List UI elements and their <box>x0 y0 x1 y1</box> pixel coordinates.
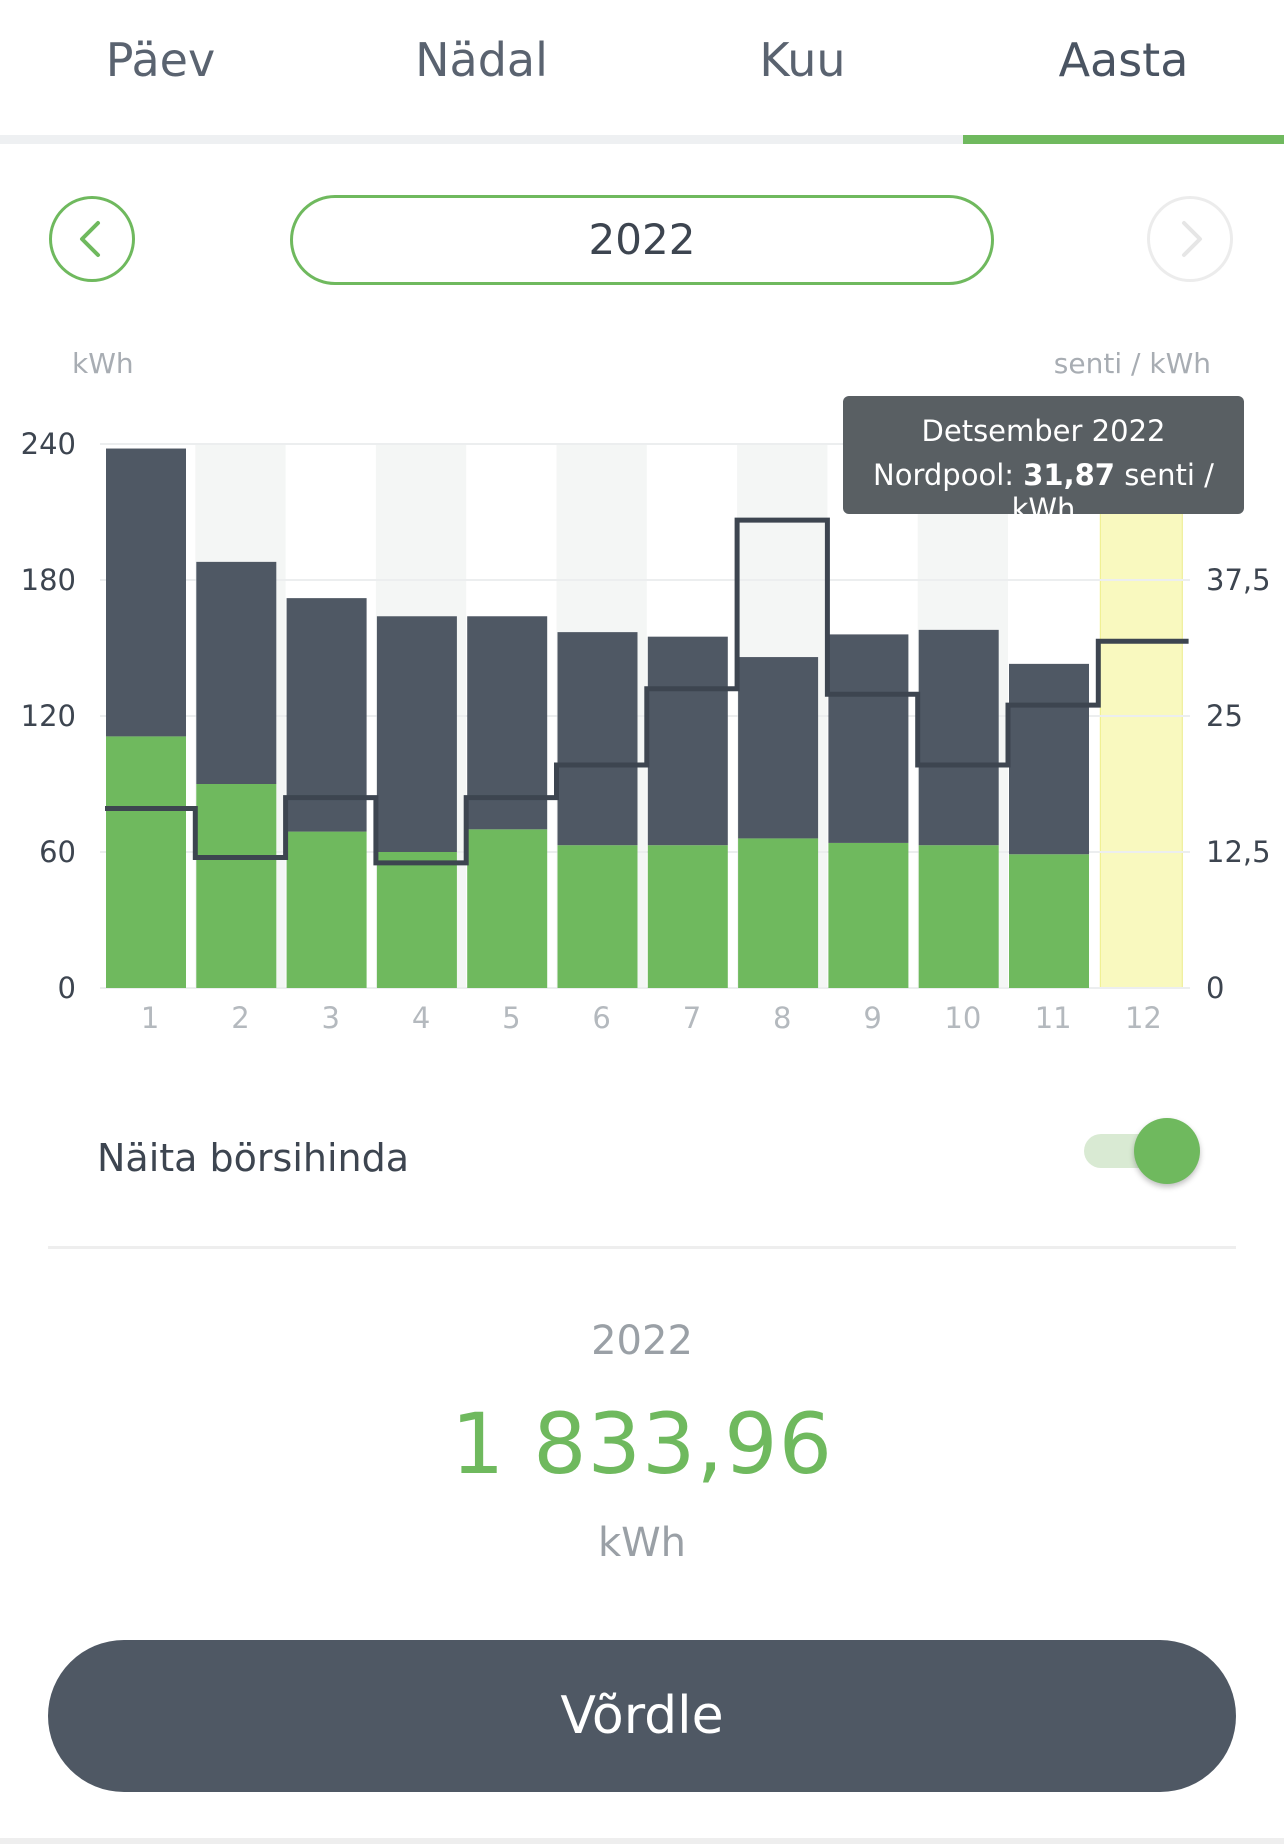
tab-track <box>0 135 1284 144</box>
bar-dark <box>106 448 186 737</box>
toggle-knob <box>1134 1118 1200 1184</box>
tab-active-indicator <box>963 135 1284 144</box>
bar-dark <box>557 632 638 846</box>
chevron-right-icon <box>1182 221 1202 257</box>
bar-dark <box>738 657 819 839</box>
compare-button[interactable]: Võrdle <box>48 1640 1236 1792</box>
tooltip-value: 31,87 <box>1023 458 1115 492</box>
bar-dark <box>918 629 999 846</box>
bar-dark <box>286 598 367 832</box>
x-tick-label: 8 <box>773 1001 791 1035</box>
x-tick-label: 5 <box>502 1001 520 1035</box>
bar-green <box>196 784 277 988</box>
previous-period-button[interactable] <box>49 196 135 282</box>
x-tick-label: 4 <box>412 1001 430 1035</box>
chevron-left-icon <box>80 221 100 257</box>
bar-dark <box>828 634 909 843</box>
bar-green <box>557 845 638 988</box>
show-price-label: Näita börsihinda <box>97 1136 410 1180</box>
right-axis-label: senti / kWh <box>1054 347 1211 380</box>
tab-year[interactable]: Aasta <box>1058 33 1189 87</box>
bar-green <box>286 831 367 988</box>
bar-dark <box>196 561 277 784</box>
period-selector[interactable]: 2022 <box>290 195 994 285</box>
bar-dark <box>467 616 548 830</box>
right-tick-label: 12,5 <box>1206 835 1271 869</box>
tab-week[interactable]: Nädal <box>415 33 548 87</box>
x-tick-label: 10 <box>944 1001 981 1035</box>
right-tick-label: 0 <box>1206 971 1224 1005</box>
tooltip-unit: senti / kWh <box>1011 458 1214 526</box>
summary-unit: kWh <box>597 1520 687 1566</box>
tooltip-title: Detsember 2022 <box>921 414 1166 448</box>
next-period-button[interactable] <box>1147 196 1233 282</box>
chart-tooltip: Detsember 2022 Nordpool: 31,87 senti / k… <box>843 396 1244 526</box>
bottom-bar <box>0 1838 1284 1844</box>
bar-dark <box>376 616 457 852</box>
x-tick-label: 9 <box>863 1001 881 1035</box>
bar-dark <box>647 636 728 846</box>
left-tick-label: 180 <box>21 563 76 597</box>
right-tick-label: 25 <box>1206 699 1243 733</box>
consumption-chart: kWh senti / kWh 0 60 120 180 240 0 12,5 25 37,5 5… <box>21 347 1271 1035</box>
tooltip-prefix: Nordpool: <box>873 458 1024 492</box>
bar-green <box>106 736 186 988</box>
show-price-toggle[interactable] <box>1082 1116 1204 1188</box>
bar-green <box>918 845 999 988</box>
x-tick-label: 3 <box>322 1001 340 1035</box>
x-tick-label: 6 <box>592 1001 610 1035</box>
x-tick-label: 2 <box>231 1001 249 1035</box>
x-tick-label: 7 <box>683 1001 701 1035</box>
period-tabs: Päev Nädal Kuu Aasta <box>0 0 1284 145</box>
bar-green <box>376 852 457 988</box>
left-tick-label: 0 <box>58 971 76 1005</box>
left-tick-label: 240 <box>21 427 76 461</box>
x-tick-label: 1 <box>141 1001 159 1035</box>
price-step-line <box>105 517 1189 866</box>
right-tick-label: 37,5 <box>1206 563 1271 597</box>
summary-total: 1 833,96 <box>450 1395 834 1493</box>
bar-dark <box>1009 663 1089 855</box>
tab-month[interactable]: Kuu <box>759 33 846 87</box>
left-tick-label: 120 <box>21 699 76 733</box>
bar-green <box>647 845 728 988</box>
x-tick-label: 12 <box>1125 1001 1162 1035</box>
bar-green <box>1009 854 1089 988</box>
bar-green <box>828 842 909 988</box>
left-axis-label: kWh <box>72 347 134 380</box>
summary-year: 2022 <box>591 1318 693 1364</box>
left-tick-label: 60 <box>39 835 76 869</box>
x-tick-label: 11 <box>1035 1001 1072 1035</box>
tab-day[interactable]: Päev <box>105 33 216 87</box>
bar-green <box>467 829 548 988</box>
tooltip-price: Nordpool: 31,87 senti / kWh <box>843 458 1244 526</box>
bar-green <box>738 838 819 988</box>
divider <box>48 1246 1236 1249</box>
